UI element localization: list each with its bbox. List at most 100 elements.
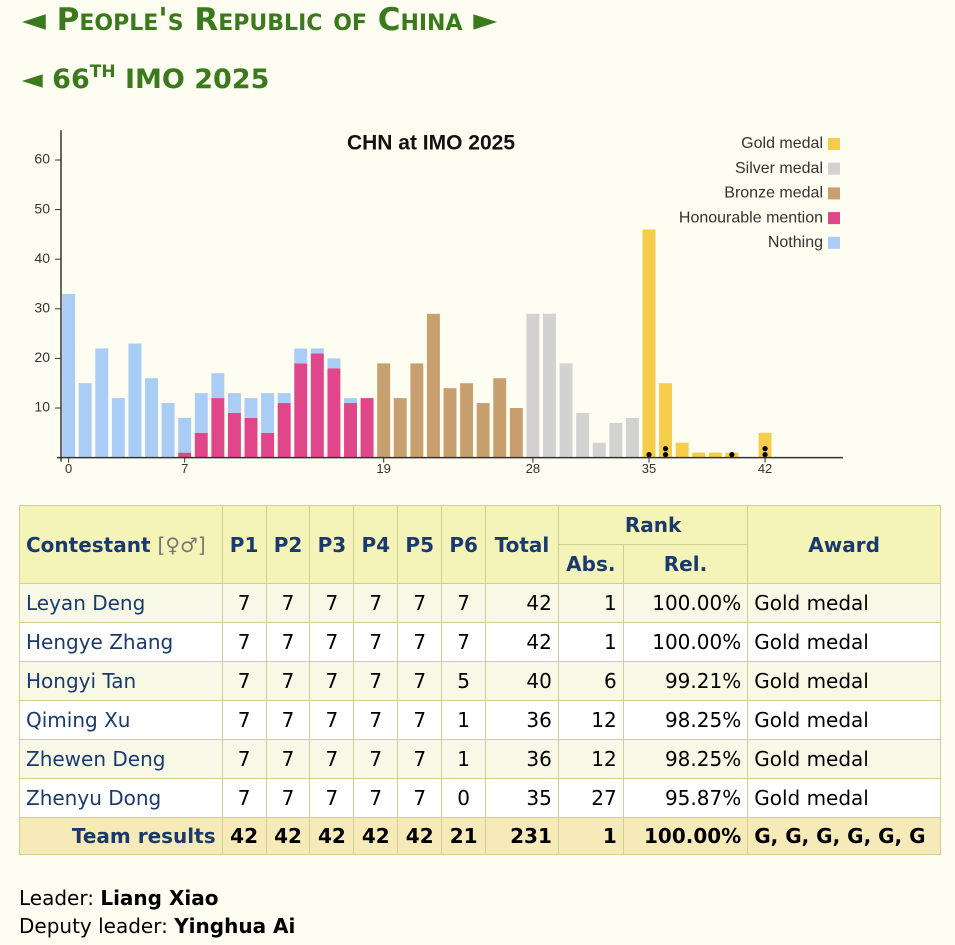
contestant-name[interactable]: Zhewen Deng — [26, 747, 166, 771]
cell: 7 — [353, 778, 399, 818]
bar — [592, 442, 606, 458]
prev-country[interactable]: ◄ — [22, 2, 46, 38]
header-row: Contestant [♀♂] P1 P2 P3 P4 P5 P6 Total Rank Awar… — [19, 505, 941, 584]
cell: 7 — [221, 661, 267, 701]
legend-swatch — [828, 212, 840, 225]
country-title: People's Republic of China — [56, 2, 463, 38]
y-tick-label: 10 — [34, 399, 50, 415]
bar — [543, 313, 556, 458]
y-tick-label: 40 — [34, 250, 50, 266]
contestant-label: Contestant — [26, 532, 151, 557]
x-tick-label: 0 — [65, 461, 72, 476]
problem-header: P1 — [221, 505, 267, 584]
bar — [625, 417, 639, 458]
cell: 7 — [221, 583, 267, 623]
bar — [178, 452, 192, 458]
contestant-name[interactable]: Leyan Deng — [26, 591, 146, 615]
cell: 7 — [221, 778, 267, 818]
cell: 7 — [309, 583, 355, 623]
bar — [609, 422, 623, 458]
contestant-dot — [762, 452, 768, 458]
cell: 42 — [485, 583, 559, 623]
bar — [659, 383, 673, 458]
team-award: G, G, G, G, G, G — [747, 817, 941, 855]
cell: 40 — [485, 661, 559, 701]
cell: 99.21% — [622, 661, 749, 701]
cell: 7 — [265, 778, 311, 818]
cell: 7 — [221, 739, 267, 779]
cell: Gold medal — [747, 583, 941, 623]
cell: Gold medal — [747, 622, 941, 662]
deputy-label: Deputy leader: — [19, 914, 168, 938]
bar — [327, 358, 341, 369]
y-tick-label: 50 — [34, 200, 50, 216]
bar — [393, 398, 407, 458]
bar — [642, 229, 656, 458]
team-score: 42 — [221, 817, 267, 855]
legend-label: Gold medal — [741, 135, 823, 152]
contestant-name[interactable]: Zhenyu Dong — [26, 786, 162, 810]
bar — [227, 412, 241, 458]
x-tick-label: 7 — [181, 461, 188, 476]
cell: 7 — [441, 622, 487, 662]
team-abs: 1 — [557, 817, 624, 855]
contestant-name[interactable]: Qiming Xu — [26, 708, 131, 732]
contestant-row: Zhenyu Dong 7 7 7 7 7 0 35 27 95.87% Gold medal — [19, 778, 941, 818]
bar — [493, 378, 507, 458]
cell: 7 — [221, 700, 267, 740]
contestant-name[interactable]: Hongyi Tan — [26, 669, 137, 693]
legend-label: Nothing — [768, 234, 823, 251]
cell: 7 — [265, 661, 311, 701]
cell: 5 — [441, 661, 487, 701]
bar — [211, 398, 225, 458]
cell: 7 — [353, 700, 399, 740]
team-row: Team results 42 42 42 42 42 21 231 1 100.00% G, G,… — [19, 817, 941, 855]
bar — [128, 343, 142, 458]
contestant-dot — [762, 446, 768, 452]
deputy-name: Yinghua Ai — [174, 914, 296, 938]
cell: 7 — [353, 583, 399, 623]
bar — [460, 383, 474, 458]
cell: 7 — [265, 700, 311, 740]
x-tick-label: 35 — [642, 461, 656, 476]
team-score: 42 — [309, 817, 355, 855]
bar — [95, 348, 109, 458]
cell: 35 — [485, 778, 559, 818]
bar — [145, 378, 158, 458]
team-rel: 100.00% — [622, 817, 749, 855]
bar — [261, 432, 275, 458]
results-table: Contestant [♀♂] P1 P2 P3 P4 P5 P6 Total Rank Awar… — [19, 505, 941, 855]
cell: 7 — [441, 583, 487, 623]
cell: 1 — [441, 739, 487, 779]
cell: 6 — [557, 661, 624, 701]
prev-event[interactable]: ◄ — [22, 64, 43, 95]
contestant-dot — [729, 452, 735, 458]
cell: 42 — [485, 622, 559, 662]
next-country[interactable]: ► — [473, 2, 498, 38]
cell: 0 — [441, 778, 487, 818]
problem-header: P2 — [265, 505, 311, 584]
event-heading: ◄ 66TH IMO 2025 — [22, 62, 269, 95]
x-tick-label: 19 — [376, 461, 390, 476]
cell: 7 — [265, 622, 311, 662]
total-header[interactable]: Total — [485, 505, 559, 584]
bar — [310, 348, 324, 354]
y-tick-label: 20 — [34, 349, 50, 365]
contestant-dot — [662, 452, 669, 458]
event-title: IMO 2025 — [124, 64, 270, 95]
bar — [244, 398, 258, 418]
abs-header: Abs. — [557, 544, 624, 584]
gender-filter[interactable]: [♀♂] — [157, 532, 206, 557]
cell: 7 — [309, 700, 355, 740]
legend-swatch — [828, 187, 840, 200]
bar — [194, 393, 208, 433]
contestant-name[interactable]: Hengye Zhang — [26, 630, 174, 654]
award-header: Award — [747, 505, 941, 584]
cell: 7 — [353, 622, 399, 662]
contestant-dot — [662, 446, 669, 452]
bar — [509, 408, 523, 458]
chart-title: CHN at IMO 2025 — [347, 132, 515, 155]
cell: 1 — [441, 700, 487, 740]
bar — [443, 388, 457, 458]
